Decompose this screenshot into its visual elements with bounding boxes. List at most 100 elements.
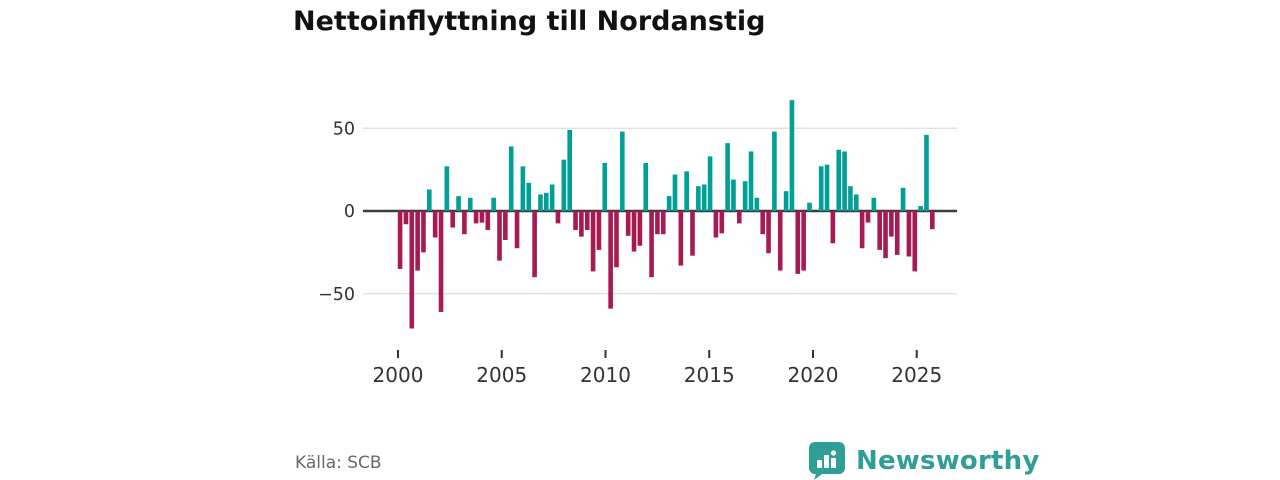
bar <box>625 211 631 236</box>
bar <box>520 166 526 211</box>
x-tick-label: 2025 <box>891 363 942 387</box>
bar <box>883 211 888 259</box>
bar <box>754 197 760 211</box>
bar <box>514 211 520 249</box>
x-tick-label: 2000 <box>373 363 424 387</box>
bar <box>696 186 701 211</box>
bar <box>555 211 561 224</box>
bar <box>918 206 923 211</box>
bar <box>532 211 537 278</box>
bar <box>614 211 619 268</box>
bar <box>684 171 689 211</box>
newsworthy-wordmark: Newsworthy <box>856 446 1040 476</box>
bar <box>631 211 637 252</box>
bar <box>456 196 461 211</box>
bar <box>491 197 496 211</box>
newsworthy-icon <box>808 442 845 480</box>
bar <box>719 211 725 234</box>
bar <box>871 197 877 211</box>
bar <box>830 211 836 244</box>
bar <box>772 131 777 211</box>
bar <box>655 211 660 235</box>
bar <box>427 189 432 212</box>
bar <box>824 164 830 211</box>
bar <box>497 211 502 261</box>
bar <box>485 211 491 231</box>
bar <box>789 100 795 211</box>
bar <box>842 151 847 211</box>
bar <box>450 211 456 228</box>
bar <box>672 174 678 211</box>
chart-title: Nettoinflyttning till Nordanstig <box>293 6 766 37</box>
bar <box>421 211 426 253</box>
bar <box>766 211 771 254</box>
bar <box>444 166 450 211</box>
bar <box>678 211 684 266</box>
bar <box>620 131 625 211</box>
bar <box>736 211 742 224</box>
bar <box>608 211 613 309</box>
y-tick-label: −50 <box>318 285 355 305</box>
bar <box>853 194 859 211</box>
bar <box>725 143 730 211</box>
bar <box>801 211 806 271</box>
bar <box>783 191 789 211</box>
bar <box>462 211 467 235</box>
bar <box>889 211 894 237</box>
x-tick-label: 2010 <box>580 363 631 387</box>
source-note: Källa: SCB <box>295 453 382 473</box>
bar <box>579 211 584 237</box>
bar <box>900 187 906 211</box>
bar <box>526 182 532 212</box>
bar <box>894 211 900 255</box>
bar <box>602 163 608 211</box>
x-tick-label: 2005 <box>476 363 527 387</box>
bar <box>637 211 643 246</box>
bar <box>409 211 415 329</box>
bar <box>415 211 420 271</box>
bar <box>467 197 473 211</box>
bar <box>701 184 707 211</box>
bar <box>731 179 736 212</box>
x-tick-label: 2020 <box>788 363 839 387</box>
x-tick-label: 2015 <box>684 363 735 387</box>
bar <box>538 194 543 211</box>
newsworthy-logo[interactable]: Newsworthy <box>808 441 1039 480</box>
bar <box>713 211 719 238</box>
bar <box>877 211 882 250</box>
bar <box>479 211 485 223</box>
bar <box>924 134 929 211</box>
bar <box>795 211 801 274</box>
bar <box>859 211 865 249</box>
bar <box>473 211 479 224</box>
bar <box>573 211 578 231</box>
bar <box>930 211 935 230</box>
bar <box>660 211 666 235</box>
y-tick-label: 0 <box>344 202 355 222</box>
bar <box>543 192 549 211</box>
bar <box>818 166 824 211</box>
bar <box>760 211 766 235</box>
bar <box>596 211 602 250</box>
bar <box>649 211 654 278</box>
bar <box>906 211 912 257</box>
bar <box>848 186 853 211</box>
bar <box>742 181 748 211</box>
bar <box>397 211 403 269</box>
bar <box>912 211 918 272</box>
y-tick-label: 50 <box>333 119 355 139</box>
bar <box>748 151 754 211</box>
bar <box>432 211 438 238</box>
bar <box>807 202 812 211</box>
bar <box>643 163 649 211</box>
bar <box>508 146 514 211</box>
bar <box>777 211 783 271</box>
bar <box>503 211 508 240</box>
bar <box>438 211 444 312</box>
bar <box>584 211 590 231</box>
bar <box>836 149 842 211</box>
bar <box>690 211 695 256</box>
bar <box>549 184 555 211</box>
